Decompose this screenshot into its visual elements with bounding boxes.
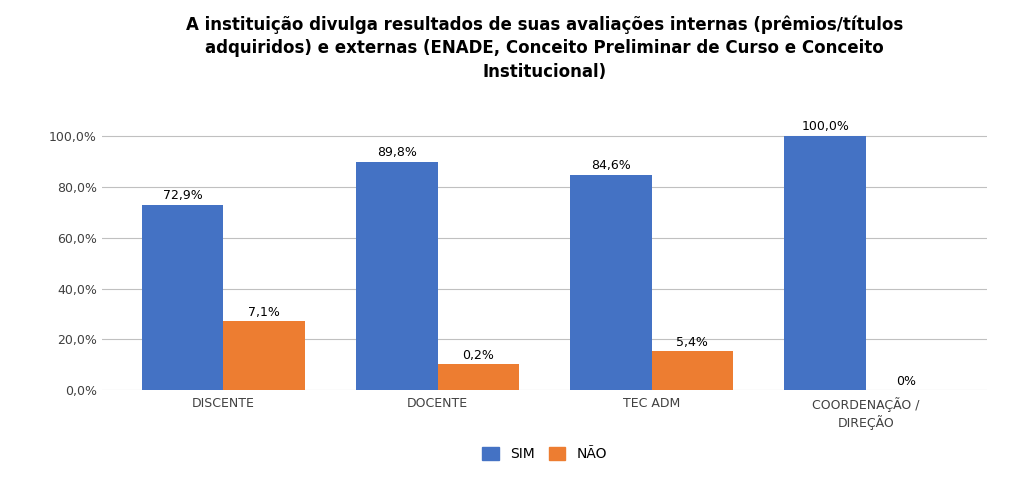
Text: 0,2%: 0,2% [462, 349, 494, 362]
Bar [785, 136, 866, 390]
Text: 89,8%: 89,8% [377, 146, 416, 159]
Text: 72,9%: 72,9% [163, 189, 203, 202]
Text: 7,1%: 7,1% [248, 306, 280, 319]
Text: 5,4%: 5,4% [676, 336, 709, 348]
Bar [652, 351, 733, 390]
Text: 84,6%: 84,6% [591, 160, 631, 172]
Bar [143, 205, 223, 390]
Bar [438, 365, 519, 390]
Bar [570, 175, 652, 390]
Bar [223, 322, 304, 390]
Text: 0%: 0% [897, 375, 916, 388]
Legend: SIM, NÃO: SIM, NÃO [478, 443, 611, 466]
Bar [356, 162, 438, 390]
Title: A instituição divulga resultados de suas avaliações internas (prêmios/títulos
ad: A instituição divulga resultados de suas… [186, 15, 903, 81]
Text: 100,0%: 100,0% [801, 120, 849, 133]
